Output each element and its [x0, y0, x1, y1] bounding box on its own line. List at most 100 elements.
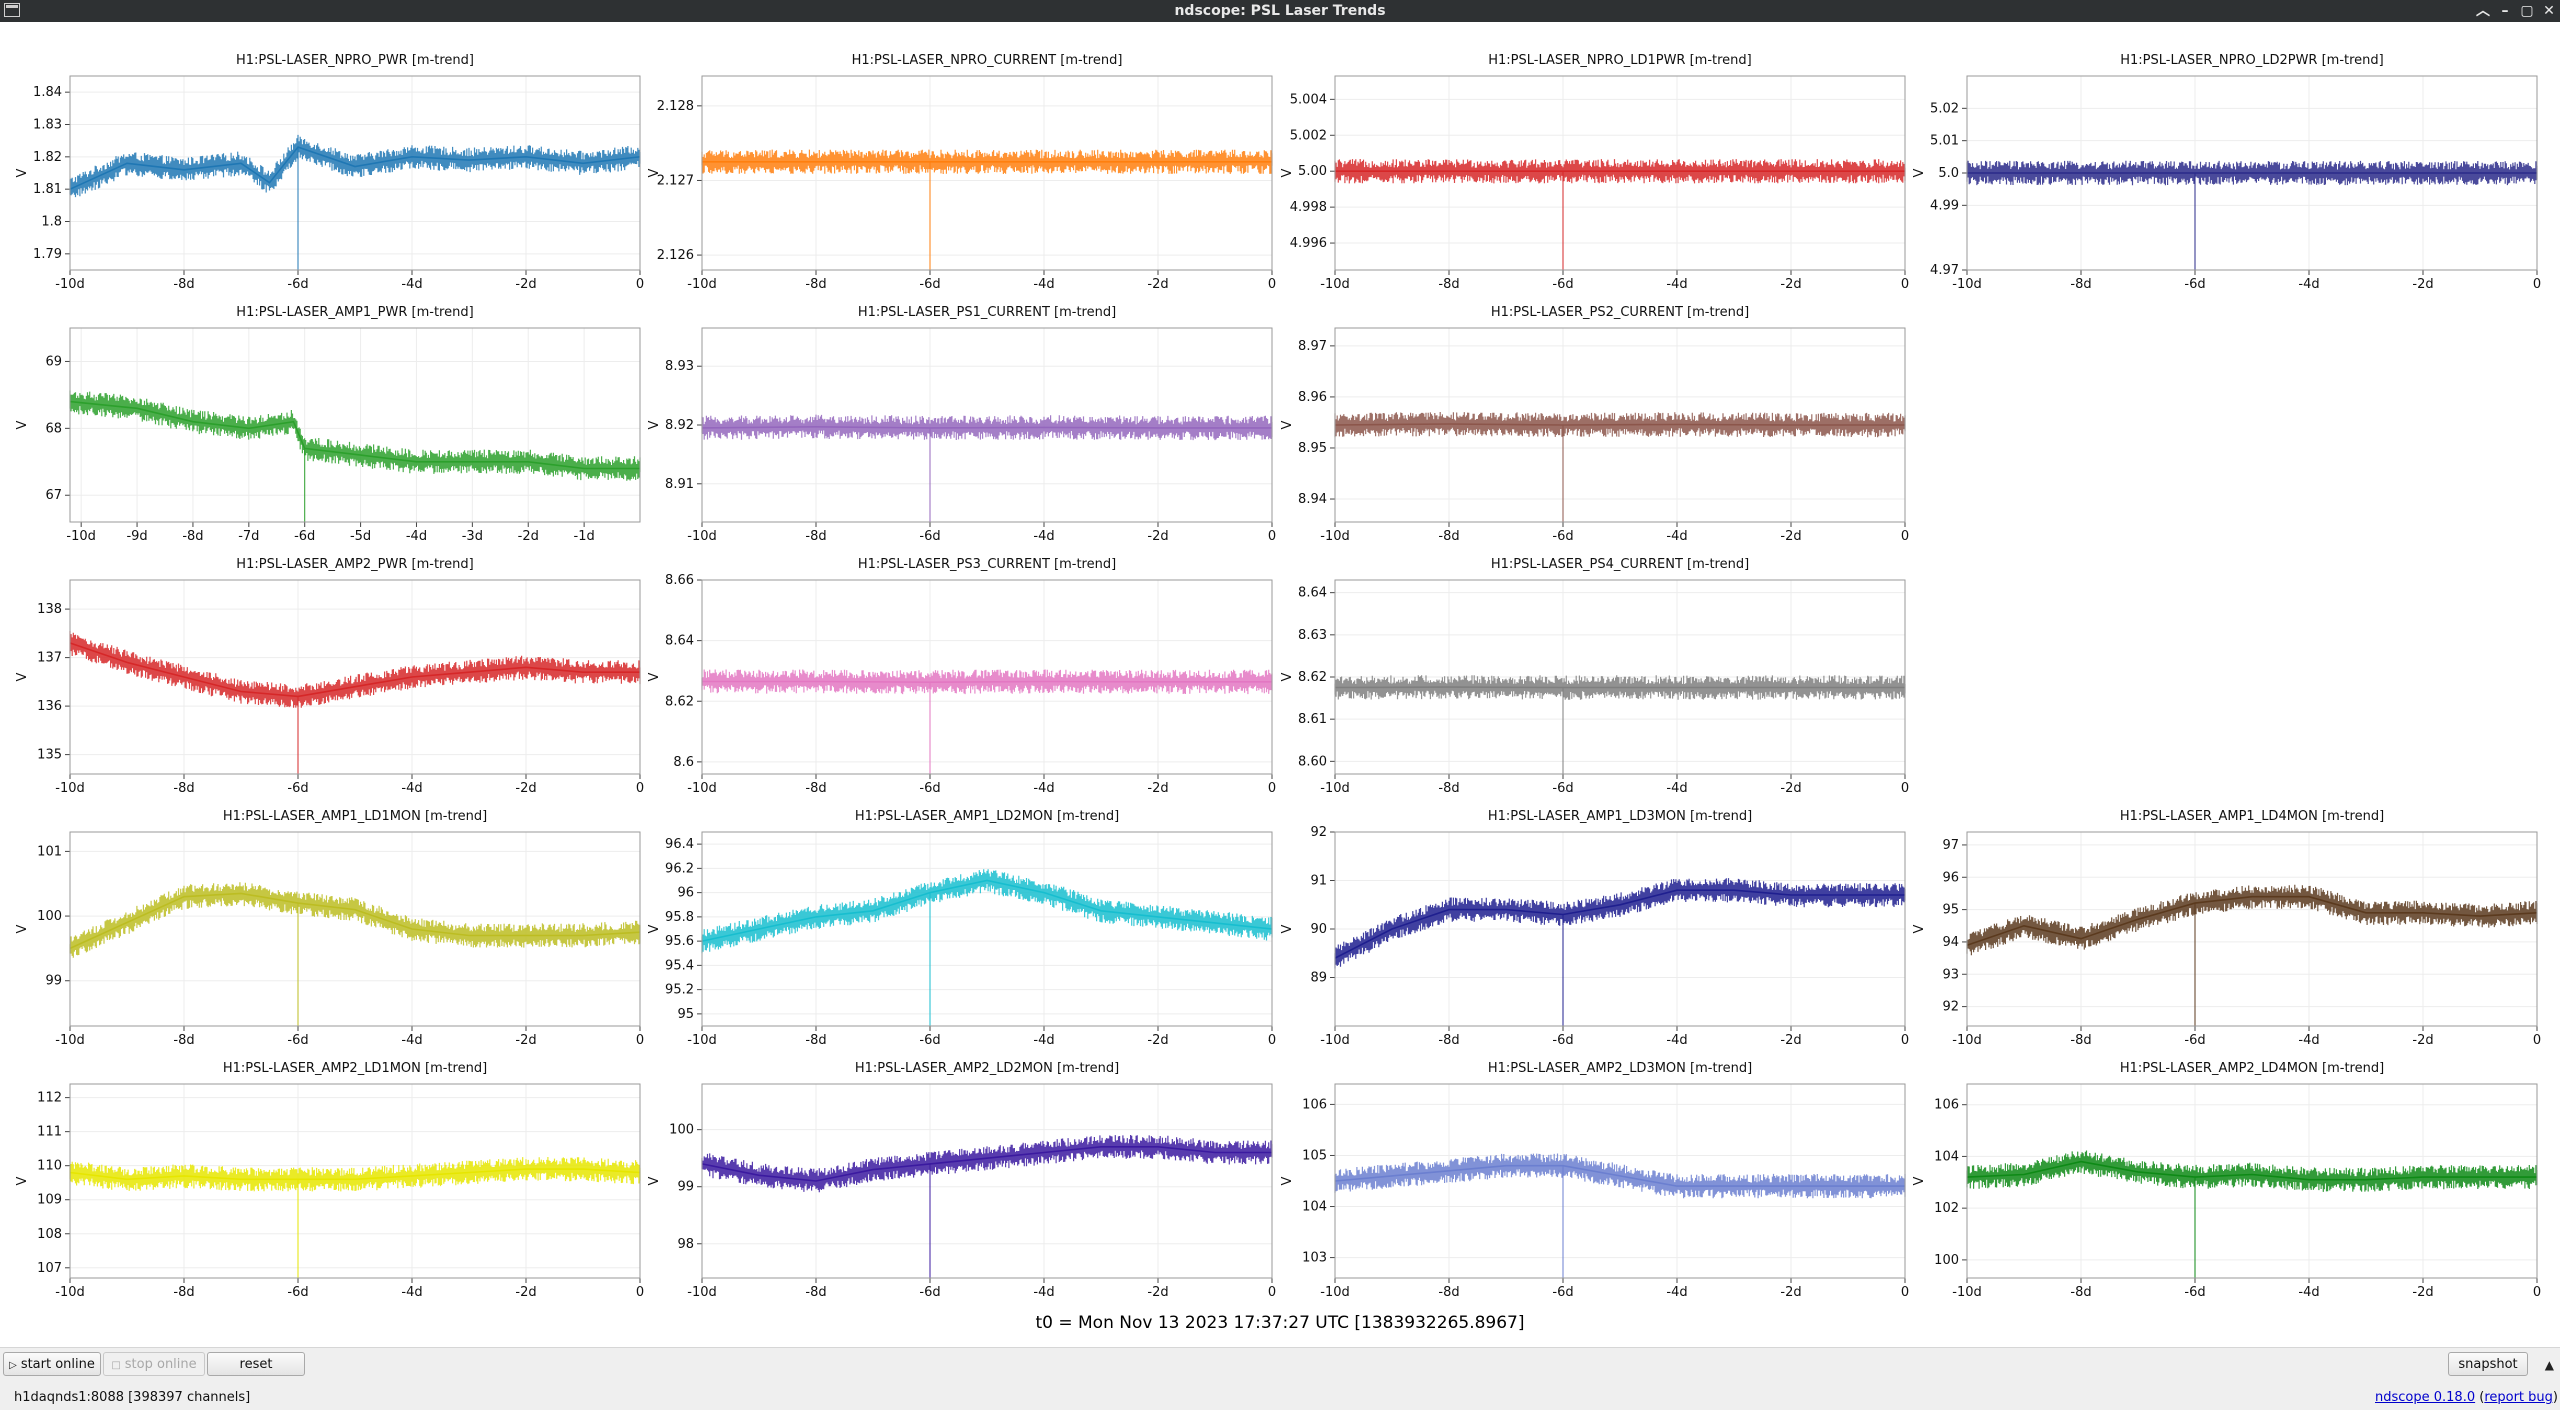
x-tick-label: -2d: [1780, 781, 1801, 796]
y-tick-label: 5.004: [1290, 92, 1327, 107]
version-link[interactable]: ndscope 0.18.0: [2375, 1390, 2475, 1405]
plot-6[interactable]: H1:PSL-LASER_PS1_CURRENT [m-trend]V-10d-…: [632, 300, 1278, 552]
plot-15[interactable]: H1:PSL-LASER_AMP2_LD1MON [m-trend]V-10d-…: [0, 1056, 646, 1308]
reset-button[interactable]: reset: [207, 1352, 305, 1376]
y-tick-label: 99: [677, 1180, 694, 1195]
x-tick-label: -4d: [1033, 529, 1054, 544]
x-tick-label: -4d: [1033, 1033, 1054, 1048]
plot-1[interactable]: H1:PSL-LASER_NPRO_PWR [m-trend]V-10d-8d-…: [0, 48, 646, 300]
x-tick-label: -8d: [1438, 277, 1459, 292]
y-tick-label: 2.128: [657, 99, 694, 114]
y-axis-label: V: [1912, 1176, 1927, 1185]
y-tick-label: 106: [1302, 1097, 1327, 1112]
x-tick-label: -10d: [55, 1033, 85, 1048]
y-tick-label: 8.93: [665, 359, 694, 374]
y-tick-label: 4.996: [1290, 236, 1327, 251]
y-tick-label: 1.82: [33, 150, 62, 165]
y-tick-label: 1.79: [33, 247, 62, 262]
y-axis-label: V: [1280, 420, 1295, 429]
plot-12[interactable]: H1:PSL-LASER_AMP1_LD2MON [m-trend]V-10d-…: [632, 804, 1278, 1056]
plot-8[interactable]: H1:PSL-LASER_AMP2_PWR [m-trend]V-10d-8d-…: [0, 552, 646, 804]
y-tick-label: 96: [677, 886, 694, 901]
plot-title: H1:PSL-LASER_PS2_CURRENT [m-trend]: [1491, 305, 1749, 320]
plot-16[interactable]: H1:PSL-LASER_AMP2_LD2MON [m-trend]V-10d-…: [632, 1056, 1278, 1308]
y-tick-label: 92: [1310, 825, 1327, 840]
x-tick-label: 0: [1901, 529, 1909, 544]
stop-online-button[interactable]: □stop online: [103, 1352, 205, 1376]
y-tick-label: 107: [37, 1261, 62, 1276]
plot-title: H1:PSL-LASER_AMP1_LD4MON [m-trend]: [2120, 809, 2384, 824]
shade-window-icon[interactable]: ︿: [2472, 1, 2494, 21]
x-tick-label: -8d: [2070, 1033, 2091, 1048]
plot-4[interactable]: H1:PSL-LASER_NPRO_LD2PWR [m-trend]V-10d-…: [1897, 48, 2543, 300]
x-tick-label: -4d: [1033, 781, 1054, 796]
close-window-icon[interactable]: ✕: [2538, 1, 2560, 21]
x-tick-label: -2d: [518, 529, 539, 544]
y-tick-label: 8.97: [1298, 339, 1327, 354]
x-tick-label: -10d: [66, 529, 96, 544]
y-tick-label: 95.6: [665, 934, 694, 949]
plot-title: H1:PSL-LASER_NPRO_LD2PWR [m-trend]: [2120, 53, 2384, 68]
x-tick-label: -6d: [1552, 1285, 1573, 1300]
plot-2[interactable]: H1:PSL-LASER_NPRO_CURRENT [m-trend]V-10d…: [632, 48, 1278, 300]
x-tick-label: -10d: [1320, 277, 1350, 292]
plot-10[interactable]: H1:PSL-LASER_PS4_CURRENT [m-trend]V-10d-…: [1265, 552, 1911, 804]
start-online-label: start online: [21, 1357, 95, 1372]
plot-background: [702, 76, 1272, 270]
reset-label: reset: [240, 1357, 273, 1372]
y-axis-label: V: [647, 924, 662, 933]
plot-title: H1:PSL-LASER_PS1_CURRENT [m-trend]: [858, 305, 1116, 320]
plot-17[interactable]: H1:PSL-LASER_AMP2_LD3MON [m-trend]V-10d-…: [1265, 1056, 1911, 1308]
x-tick-label: -6d: [1552, 781, 1573, 796]
report-bug-link[interactable]: report bug: [2484, 1390, 2553, 1405]
x-tick-label: 0: [2533, 1033, 2541, 1048]
x-tick-label: -8d: [805, 529, 826, 544]
plot-title: H1:PSL-LASER_NPRO_LD1PWR [m-trend]: [1488, 53, 1752, 68]
y-tick-label: 95.8: [665, 910, 694, 925]
y-tick-label: 95: [1942, 903, 1959, 918]
x-tick-label: -6d: [919, 1033, 940, 1048]
x-tick-label: -10d: [687, 781, 717, 796]
y-tick-label: 99: [45, 974, 62, 989]
play-icon: ▷: [9, 1360, 17, 1371]
y-tick-label: 90: [1310, 922, 1327, 937]
x-tick-label: -4d: [2298, 277, 2319, 292]
stop-icon: □: [111, 1360, 120, 1371]
x-tick-label: 0: [1901, 781, 1909, 796]
y-tick-label: 8.91: [665, 477, 694, 492]
plot-11[interactable]: H1:PSL-LASER_AMP1_LD1MON [m-trend]V-10d-…: [0, 804, 646, 1056]
y-axis-label: V: [647, 420, 662, 429]
x-tick-label: -8d: [173, 277, 194, 292]
window-titlebar: ndscope: PSL Laser Trends ︿ – ▢ ✕: [0, 0, 2560, 22]
x-tick-label: -4d: [401, 781, 422, 796]
snapshot-label: snapshot: [2458, 1357, 2517, 1372]
x-tick-label: -6d: [287, 1285, 308, 1300]
x-tick-label: -8d: [173, 1285, 194, 1300]
y-axis-label: V: [15, 1176, 30, 1185]
snapshot-button[interactable]: snapshot: [2448, 1352, 2528, 1376]
plot-title: H1:PSL-LASER_NPRO_CURRENT [m-trend]: [852, 53, 1123, 68]
y-tick-label: 96.2: [665, 861, 694, 876]
start-online-button[interactable]: ▷ start online: [3, 1352, 101, 1376]
y-tick-label: 94: [1942, 935, 1959, 950]
y-tick-label: 5.01: [1930, 134, 1959, 149]
plot-13[interactable]: H1:PSL-LASER_AMP1_LD3MON [m-trend]V-10d-…: [1265, 804, 1911, 1056]
y-tick-label: 137: [37, 651, 62, 666]
maximize-window-icon[interactable]: ▢: [2516, 1, 2538, 21]
x-tick-label: -4d: [1033, 1285, 1054, 1300]
y-tick-label: 69: [45, 354, 62, 369]
x-tick-label: -2d: [1147, 529, 1168, 544]
plot-9[interactable]: H1:PSL-LASER_PS3_CURRENT [m-trend]V-10d-…: [632, 552, 1278, 804]
expand-panel-icon[interactable]: ▲: [2545, 1358, 2554, 1372]
x-tick-label: -8d: [173, 781, 194, 796]
plot-14[interactable]: H1:PSL-LASER_AMP1_LD4MON [m-trend]V-10d-…: [1897, 804, 2543, 1056]
y-axis-label: V: [1912, 924, 1927, 933]
minimize-window-icon[interactable]: –: [2494, 1, 2516, 21]
plot-5[interactable]: H1:PSL-LASER_AMP1_PWR [m-trend]V-10d-9d-…: [0, 300, 646, 552]
plot-7[interactable]: H1:PSL-LASER_PS2_CURRENT [m-trend]V-10d-…: [1265, 300, 1911, 552]
plot-3[interactable]: H1:PSL-LASER_NPRO_LD1PWR [m-trend]V-10d-…: [1265, 48, 1911, 300]
x-tick-label: -5d: [350, 529, 371, 544]
x-tick-label: -4d: [1666, 781, 1687, 796]
x-tick-label: -8d: [1438, 1285, 1459, 1300]
plot-18[interactable]: H1:PSL-LASER_AMP2_LD4MON [m-trend]V-10d-…: [1897, 1056, 2543, 1308]
